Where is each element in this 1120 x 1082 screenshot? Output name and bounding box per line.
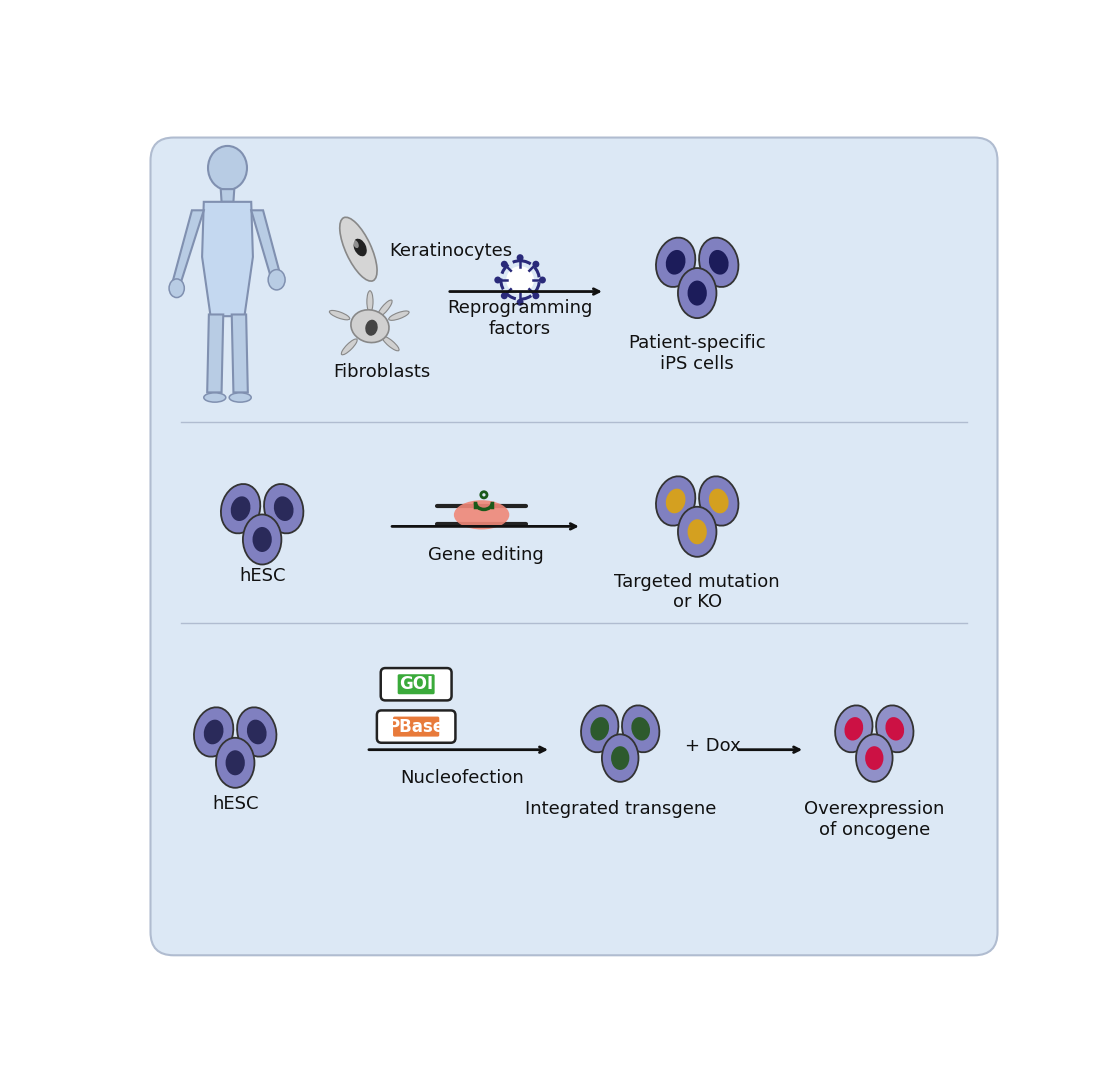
Ellipse shape	[243, 514, 281, 565]
Ellipse shape	[699, 238, 738, 287]
Ellipse shape	[204, 393, 226, 403]
Text: Keratinocytes: Keratinocytes	[390, 242, 512, 261]
Text: Gene editing: Gene editing	[428, 545, 543, 564]
FancyBboxPatch shape	[376, 711, 456, 742]
Ellipse shape	[264, 484, 304, 533]
Ellipse shape	[581, 705, 618, 752]
Ellipse shape	[353, 240, 358, 248]
Ellipse shape	[382, 337, 399, 351]
Ellipse shape	[632, 717, 650, 740]
Ellipse shape	[367, 291, 373, 313]
Ellipse shape	[699, 476, 738, 526]
Ellipse shape	[516, 299, 523, 306]
Ellipse shape	[230, 393, 251, 403]
Ellipse shape	[501, 261, 507, 267]
Ellipse shape	[501, 292, 507, 300]
Ellipse shape	[665, 250, 685, 275]
Ellipse shape	[246, 720, 267, 744]
Ellipse shape	[622, 705, 660, 752]
Text: Fibroblasts: Fibroblasts	[333, 364, 430, 381]
Ellipse shape	[678, 506, 717, 557]
Ellipse shape	[665, 489, 685, 513]
Ellipse shape	[532, 261, 540, 267]
Text: Overexpression
of oncogene: Overexpression of oncogene	[804, 800, 944, 839]
Polygon shape	[202, 202, 253, 316]
Ellipse shape	[516, 254, 523, 261]
Ellipse shape	[231, 497, 251, 522]
Ellipse shape	[329, 311, 349, 320]
Ellipse shape	[601, 735, 638, 782]
Ellipse shape	[856, 735, 893, 782]
Polygon shape	[221, 189, 234, 202]
Ellipse shape	[351, 309, 389, 343]
Text: Targeted mutation
or KO: Targeted mutation or KO	[615, 572, 780, 611]
Ellipse shape	[389, 311, 409, 320]
Text: Patient-specific
iPS cells: Patient-specific iPS cells	[628, 334, 766, 372]
Ellipse shape	[886, 717, 904, 740]
Ellipse shape	[204, 720, 224, 744]
Ellipse shape	[208, 146, 248, 190]
Ellipse shape	[876, 705, 914, 752]
Text: GOI: GOI	[399, 675, 433, 694]
Ellipse shape	[377, 300, 392, 317]
Ellipse shape	[342, 339, 357, 355]
Ellipse shape	[494, 277, 502, 283]
Ellipse shape	[612, 747, 629, 770]
Ellipse shape	[709, 489, 729, 513]
Text: Integrated transgene: Integrated transgene	[524, 800, 716, 818]
Ellipse shape	[656, 476, 696, 526]
Polygon shape	[251, 210, 280, 274]
Ellipse shape	[252, 527, 272, 552]
Ellipse shape	[506, 266, 534, 294]
Ellipse shape	[216, 738, 254, 788]
Text: + Dox: + Dox	[684, 737, 740, 755]
Ellipse shape	[194, 708, 233, 756]
Polygon shape	[232, 315, 248, 393]
Text: Nucleofection: Nucleofection	[401, 769, 524, 787]
FancyBboxPatch shape	[393, 716, 439, 737]
Ellipse shape	[225, 750, 245, 776]
Ellipse shape	[532, 292, 540, 300]
Ellipse shape	[274, 497, 293, 522]
Text: hESC: hESC	[239, 567, 286, 585]
Ellipse shape	[539, 277, 545, 283]
Ellipse shape	[339, 217, 377, 281]
Ellipse shape	[688, 519, 707, 544]
FancyBboxPatch shape	[381, 668, 451, 700]
Ellipse shape	[590, 717, 609, 740]
Ellipse shape	[678, 268, 717, 318]
Ellipse shape	[865, 747, 884, 770]
Text: Reprogramming
factors: Reprogramming factors	[447, 300, 592, 338]
Ellipse shape	[354, 239, 366, 256]
FancyBboxPatch shape	[398, 674, 435, 695]
Polygon shape	[207, 315, 223, 393]
Ellipse shape	[709, 250, 729, 275]
Text: PBase: PBase	[388, 717, 445, 736]
Ellipse shape	[836, 705, 872, 752]
Ellipse shape	[237, 708, 277, 756]
Ellipse shape	[268, 269, 286, 290]
Text: hESC: hESC	[212, 794, 259, 813]
FancyBboxPatch shape	[150, 137, 998, 955]
Ellipse shape	[454, 500, 510, 529]
Ellipse shape	[169, 279, 185, 298]
Ellipse shape	[688, 280, 707, 305]
Ellipse shape	[656, 238, 696, 287]
Ellipse shape	[844, 717, 864, 740]
Ellipse shape	[221, 484, 260, 533]
Polygon shape	[172, 210, 204, 282]
Ellipse shape	[365, 319, 377, 335]
